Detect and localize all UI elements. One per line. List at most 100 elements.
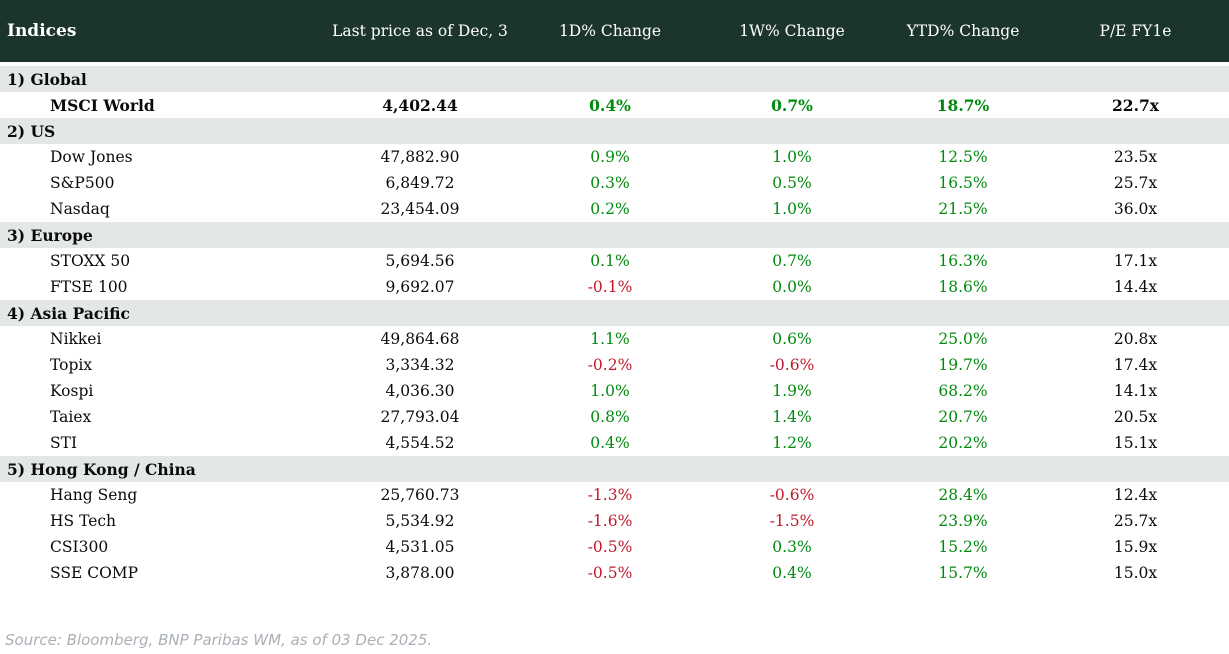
index-name: CSI300 (50, 538, 109, 556)
d1-change-value: 0.4% (589, 95, 631, 115)
ytd-change-value: 18.7% (936, 95, 990, 115)
table-row: STI 4,554.52 0.4% 1.2% 20.2% 15.1x (0, 430, 1229, 456)
index-name: STI (50, 434, 78, 452)
w1-change-value: 1.4% (772, 408, 812, 426)
pe-fy1e-value: 25.7x (1113, 512, 1158, 530)
d1-change-value: -0.5% (587, 564, 633, 582)
section-label: 5) Hong Kong / China (0, 456, 1229, 482)
last-price-value: 4,554.52 (385, 434, 455, 452)
section-label: 4) Asia Pacific (0, 300, 1229, 326)
section-row: 5) Hong Kong / China (0, 456, 1229, 482)
section-row: 1) Global (0, 64, 1229, 92)
last-price-value: 9,692.07 (385, 278, 455, 296)
pe-fy1e-value: 14.1x (1113, 382, 1158, 400)
column-header-ytd-change: YTD% Change (884, 0, 1042, 66)
table-row: CSI300 4,531.05 -0.5% 0.3% 15.2% 15.9x (0, 534, 1229, 560)
ytd-change-value: 16.5% (938, 174, 988, 192)
w1-change-value: 0.7% (771, 95, 813, 115)
last-price-value: 4,531.05 (385, 538, 455, 556)
d1-change-value: 0.1% (590, 252, 630, 270)
w1-change-value: 1.9% (772, 382, 812, 400)
last-price-value: 3,878.00 (385, 564, 455, 582)
d1-change-value: 0.3% (590, 174, 630, 192)
section-label: 3) Europe (0, 222, 1229, 248)
source-note: Source: Bloomberg, BNP Paribas WM, as of… (5, 631, 433, 649)
last-price-value: 6,849.72 (385, 174, 455, 192)
pe-fy1e-value: 15.1x (1113, 434, 1158, 452)
table-row: S&P500 6,849.72 0.3% 0.5% 16.5% 25.7x (0, 170, 1229, 196)
pe-fy1e-value: 20.5x (1113, 408, 1158, 426)
d1-change-value: 0.8% (590, 408, 630, 426)
w1-change-value: 0.3% (772, 538, 812, 556)
column-header-1w-change: 1W% Change (700, 0, 884, 66)
column-header-last-price-as-of-dec-3: Last price as of Dec, 3 (320, 0, 520, 66)
index-name: Kospi (50, 382, 94, 400)
table-row: Dow Jones 47,882.90 0.9% 1.0% 12.5% 23.5x (0, 144, 1229, 170)
table-row: Topix 3,334.32 -0.2% -0.6% 19.7% 17.4x (0, 352, 1229, 378)
ytd-change-value: 28.4% (938, 486, 988, 504)
index-name: HS Tech (50, 512, 117, 530)
ytd-change-value: 18.6% (938, 278, 988, 296)
index-name: S&P500 (50, 174, 115, 192)
table-body: 1) Global MSCI World 4,402.44 0.4% 0.7% 18.7%… (0, 64, 1229, 586)
ytd-change-value: 21.5% (938, 200, 988, 218)
ytd-change-value: 16.3% (938, 252, 988, 270)
w1-change-value: 1.0% (772, 148, 812, 166)
d1-change-value: -0.1% (587, 278, 633, 296)
last-price-value: 5,694.56 (385, 252, 455, 270)
d1-change-value: -0.2% (587, 356, 633, 374)
last-price-value: 4,036.30 (385, 382, 455, 400)
d1-change-value: 0.9% (590, 148, 630, 166)
section-label: 2) US (0, 118, 1229, 144)
table-row: Taiex 27,793.04 0.8% 1.4% 20.7% 20.5x (0, 404, 1229, 430)
pe-fy1e-value: 17.1x (1113, 252, 1158, 270)
table-row: FTSE 100 9,692.07 -0.1% 0.0% 18.6% 14.4x (0, 274, 1229, 300)
last-price-value: 23,454.09 (380, 200, 460, 218)
last-price-value: 27,793.04 (380, 408, 460, 426)
ytd-change-value: 20.7% (938, 408, 988, 426)
last-price-value: 49,864.68 (380, 330, 460, 348)
table-row: Nikkei 49,864.68 1.1% 0.6% 25.0% 20.8x (0, 326, 1229, 352)
w1-change-value: 0.7% (772, 252, 812, 270)
w1-change-value: 1.0% (772, 200, 812, 218)
index-name: SSE COMP (50, 564, 139, 582)
section-row: 3) Europe (0, 222, 1229, 248)
pe-fy1e-value: 22.7x (1112, 95, 1159, 115)
d1-change-value: -1.6% (587, 512, 633, 530)
ytd-change-value: 20.2% (938, 434, 988, 452)
index-name: Topix (50, 356, 93, 374)
index-name: Taiex (50, 408, 92, 426)
table-row: SSE COMP 3,878.00 -0.5% 0.4% 15.7% 15.0x (0, 560, 1229, 586)
column-header-p-e-fy1e: P/E FY1e (1042, 0, 1229, 66)
d1-change-value: 0.4% (590, 434, 630, 452)
index-name: Nikkei (50, 330, 102, 348)
column-header-indices: Indices (0, 0, 320, 66)
section-label: 1) Global (0, 64, 1229, 92)
indices-table: Indices Last price as of Dec, 3 1D% Change… (0, 0, 1229, 586)
index-name: Nasdaq (50, 200, 110, 218)
last-price-value: 25,760.73 (380, 486, 460, 504)
d1-change-value: 1.0% (590, 382, 630, 400)
w1-change-value: 0.4% (772, 564, 812, 582)
pe-fy1e-value: 23.5x (1113, 148, 1158, 166)
table-header: Indices Last price as of Dec, 3 1D% Change… (0, 0, 1229, 66)
index-name: STOXX 50 (50, 252, 131, 270)
pe-fy1e-value: 36.0x (1113, 200, 1158, 218)
index-name: Dow Jones (50, 148, 133, 166)
w1-change-value: 1.2% (772, 434, 812, 452)
table-row: MSCI World 4,402.44 0.4% 0.7% 18.7% 22.7x (0, 92, 1229, 118)
w1-change-value: 0.5% (772, 174, 812, 192)
d1-change-value: -0.5% (587, 538, 633, 556)
pe-fy1e-value: 12.4x (1113, 486, 1158, 504)
w1-change-value: 0.6% (772, 330, 812, 348)
last-price-value: 5,534.92 (385, 512, 455, 530)
w1-change-value: -0.6% (769, 486, 815, 504)
table-row: Hang Seng 25,760.73 -1.3% -0.6% 28.4% 12.4x (0, 482, 1229, 508)
w1-change-value: -0.6% (769, 356, 815, 374)
last-price-value: 4,402.44 (382, 95, 458, 115)
ytd-change-value: 19.7% (938, 356, 988, 374)
ytd-change-value: 25.0% (938, 330, 988, 348)
d1-change-value: 0.2% (590, 200, 630, 218)
pe-fy1e-value: 15.0x (1113, 564, 1158, 582)
table-row: STOXX 50 5,694.56 0.1% 0.7% 16.3% 17.1x (0, 248, 1229, 274)
